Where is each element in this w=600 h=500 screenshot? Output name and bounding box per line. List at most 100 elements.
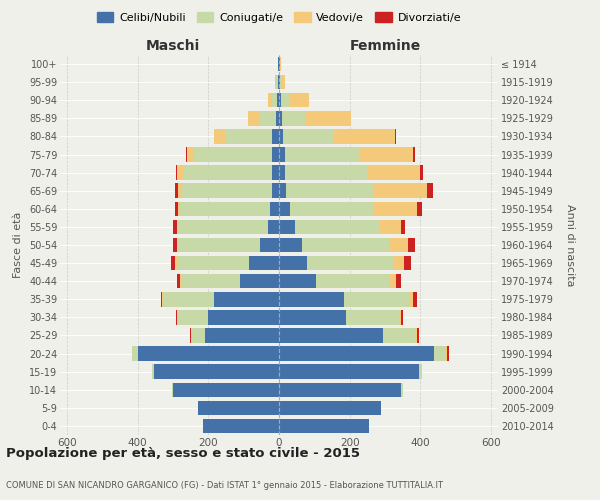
Bar xyxy=(334,129,395,144)
Bar xyxy=(279,57,280,72)
Bar xyxy=(316,274,390,288)
Bar xyxy=(447,346,449,361)
Bar xyxy=(279,274,316,288)
Bar xyxy=(279,418,369,433)
Bar xyxy=(395,274,401,288)
Bar xyxy=(178,220,268,234)
Bar xyxy=(279,328,383,342)
Bar xyxy=(248,111,260,126)
Bar xyxy=(132,346,133,361)
Bar xyxy=(178,202,180,216)
Bar xyxy=(286,148,359,162)
Bar xyxy=(415,328,417,342)
Bar xyxy=(344,292,410,306)
Bar xyxy=(346,310,399,324)
Bar xyxy=(417,202,422,216)
Bar xyxy=(279,220,295,234)
Bar xyxy=(208,310,279,324)
Bar xyxy=(390,238,408,252)
Bar xyxy=(374,184,427,198)
Bar xyxy=(277,93,279,108)
Bar xyxy=(368,166,419,180)
Bar xyxy=(279,346,434,361)
Bar xyxy=(272,184,279,198)
Bar xyxy=(175,202,178,216)
Bar xyxy=(359,148,413,162)
Bar xyxy=(390,274,395,288)
Bar xyxy=(180,202,270,216)
Bar xyxy=(282,75,284,90)
Bar xyxy=(180,274,182,288)
Bar xyxy=(383,328,415,342)
Bar xyxy=(279,129,283,144)
Bar xyxy=(408,238,415,252)
Bar xyxy=(226,129,272,144)
Bar xyxy=(434,346,445,361)
Bar xyxy=(177,166,184,180)
Bar xyxy=(419,166,423,180)
Bar xyxy=(176,238,178,252)
Bar xyxy=(272,93,277,108)
Bar xyxy=(191,328,205,342)
Bar xyxy=(260,111,276,126)
Bar xyxy=(163,292,164,306)
Bar xyxy=(240,274,279,288)
Bar xyxy=(413,292,417,306)
Bar xyxy=(175,256,176,270)
Bar xyxy=(279,148,286,162)
Bar xyxy=(249,256,279,270)
Bar xyxy=(170,256,175,270)
Bar xyxy=(279,382,401,397)
Bar xyxy=(214,129,226,144)
Bar xyxy=(278,75,279,90)
Bar xyxy=(419,364,422,379)
Bar xyxy=(275,75,276,90)
Bar xyxy=(279,310,346,324)
Bar xyxy=(280,57,281,72)
Bar xyxy=(399,310,401,324)
Bar xyxy=(307,256,394,270)
Bar xyxy=(305,111,351,126)
Bar xyxy=(203,418,279,433)
Bar xyxy=(176,274,180,288)
Bar xyxy=(445,346,447,361)
Bar xyxy=(278,57,279,72)
Bar xyxy=(286,166,368,180)
Bar xyxy=(279,166,286,180)
Bar xyxy=(260,238,279,252)
Bar xyxy=(182,184,272,198)
Bar xyxy=(395,129,396,144)
Bar xyxy=(281,93,290,108)
Bar xyxy=(279,256,307,270)
Bar xyxy=(410,292,413,306)
Bar xyxy=(198,400,279,415)
Bar xyxy=(205,328,279,342)
Bar xyxy=(280,75,282,90)
Bar xyxy=(173,220,176,234)
Text: COMUNE DI SAN NICANDRO GARGANICO (FG) - Dati ISTAT 1° gennaio 2015 - Elaborazion: COMUNE DI SAN NICANDRO GARGANICO (FG) - … xyxy=(6,480,443,490)
Bar xyxy=(268,220,279,234)
Bar xyxy=(295,220,380,234)
Bar xyxy=(133,346,138,361)
Legend: Celibi/Nubili, Coniugati/e, Vedovi/e, Divorziati/e: Celibi/Nubili, Coniugati/e, Vedovi/e, Di… xyxy=(92,8,466,27)
Bar xyxy=(276,111,279,126)
Bar xyxy=(279,400,382,415)
Bar xyxy=(276,75,278,90)
Bar xyxy=(380,220,401,234)
Bar xyxy=(272,148,279,162)
Bar xyxy=(175,184,178,198)
Bar xyxy=(302,238,390,252)
Bar xyxy=(176,256,249,270)
Bar xyxy=(279,111,282,126)
Bar xyxy=(279,93,281,108)
Bar xyxy=(290,93,309,108)
Bar xyxy=(270,202,279,216)
Bar xyxy=(374,202,417,216)
Bar xyxy=(272,129,279,144)
Bar xyxy=(214,292,279,306)
Bar xyxy=(268,93,272,108)
Bar xyxy=(279,364,419,379)
Bar xyxy=(272,166,279,180)
Bar xyxy=(427,184,433,198)
Bar xyxy=(152,364,154,379)
